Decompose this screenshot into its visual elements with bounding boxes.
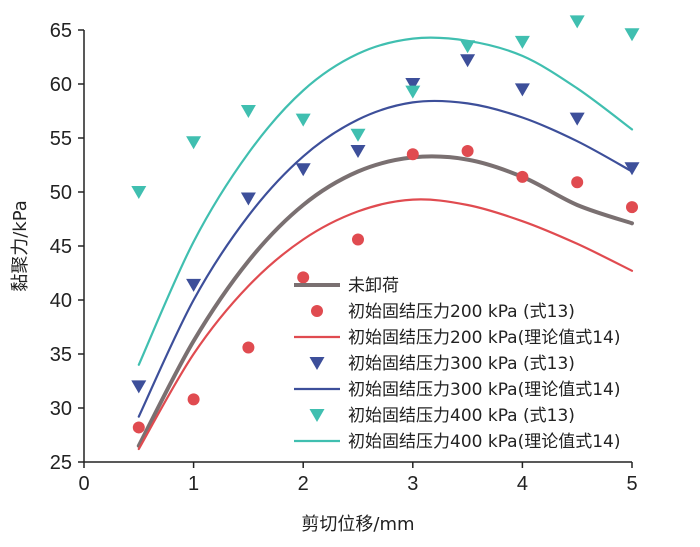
data-point-series-1 bbox=[187, 393, 200, 406]
y-tick-label: 40 bbox=[50, 290, 72, 312]
x-tick-label: 2 bbox=[298, 473, 309, 495]
data-point-series-1 bbox=[571, 176, 584, 189]
curve-line-series-4 bbox=[137, 99, 634, 418]
x-axis-title: 剪切位移/mm bbox=[301, 514, 414, 535]
x-tick-label: 3 bbox=[407, 473, 418, 495]
y-axis-ticks: 25 30 35 40 45 50 55 60 65 bbox=[50, 20, 84, 474]
data-point-series-1 bbox=[297, 271, 310, 284]
data-point-series-1 bbox=[406, 148, 419, 161]
curve-line-series-6 bbox=[137, 36, 634, 366]
data-point-series-3 bbox=[514, 83, 530, 97]
y-tick-label: 60 bbox=[50, 74, 72, 96]
data-point-series-3 bbox=[186, 278, 202, 292]
legend-label: 初始固结压力300 kPa(理论值式14) bbox=[348, 380, 621, 400]
legend-label: 初始固结压力400 kPa(理论值式14) bbox=[348, 432, 621, 452]
data-point-series-5 bbox=[240, 105, 256, 118]
data-point-series-3 bbox=[240, 192, 256, 206]
data-point-series-3 bbox=[624, 162, 640, 176]
x-tick-label: 5 bbox=[626, 473, 637, 495]
legend-swatch-marker bbox=[311, 305, 323, 317]
data-point-series-1 bbox=[242, 341, 255, 354]
curve-line-series-2 bbox=[137, 198, 634, 451]
data-point-series-3 bbox=[131, 380, 147, 394]
curve-series bbox=[136, 36, 634, 451]
data-point-series-3 bbox=[569, 112, 585, 126]
data-point-series-5 bbox=[514, 35, 530, 49]
data-point-series-3 bbox=[350, 145, 366, 158]
y-tick-label: 55 bbox=[50, 128, 72, 150]
y-tick-label: 30 bbox=[50, 398, 72, 420]
x-tick-label: 4 bbox=[517, 473, 528, 495]
y-tick-label: 50 bbox=[50, 182, 72, 204]
data-point-series-5 bbox=[624, 28, 640, 42]
y-tick-label: 45 bbox=[50, 236, 72, 258]
data-point-series-1 bbox=[516, 170, 529, 183]
x-axis-ticks: 0 1 2 3 4 5 bbox=[78, 462, 638, 495]
data-point-series-1 bbox=[461, 144, 474, 157]
data-point-series-3 bbox=[295, 163, 311, 177]
data-point-series-1 bbox=[352, 233, 364, 246]
y-tick-label: 35 bbox=[50, 344, 72, 366]
legend-swatch-marker bbox=[309, 409, 325, 422]
data-point-series-5 bbox=[350, 128, 366, 142]
data-point-series-5 bbox=[295, 113, 311, 127]
legend-label: 初始固结压力200 kPa(理论值式14) bbox=[348, 328, 621, 348]
data-point-series-5 bbox=[569, 15, 585, 29]
legend-label: 初始固结压力400 kPa (式13) bbox=[348, 406, 575, 426]
data-point-series-3 bbox=[405, 78, 421, 91]
data-point-series-5 bbox=[186, 136, 202, 150]
y-axis-title: 黏聚力/kPa bbox=[10, 200, 31, 292]
legend-label: 初始固结压力200 kPa (式13) bbox=[348, 302, 575, 322]
x-tick-label: 1 bbox=[188, 473, 199, 495]
curve-line-series-0 bbox=[136, 154, 634, 448]
y-tick-label: 65 bbox=[50, 20, 72, 42]
data-point-series-1 bbox=[132, 421, 145, 434]
data-point-series-5 bbox=[131, 186, 147, 199]
data-point-series-5 bbox=[405, 85, 421, 99]
data-point-series-1 bbox=[626, 201, 638, 214]
x-tick-label: 0 bbox=[78, 473, 89, 495]
legend-swatch-marker bbox=[309, 357, 325, 370]
marker-series bbox=[131, 15, 640, 434]
data-point-series-3 bbox=[460, 54, 476, 68]
legend-label: 未卸荷 bbox=[348, 276, 399, 296]
y-tick-label: 25 bbox=[50, 452, 72, 474]
data-point-series-5 bbox=[460, 40, 476, 54]
legend-label: 初始固结压力300 kPa (式13) bbox=[348, 354, 575, 374]
